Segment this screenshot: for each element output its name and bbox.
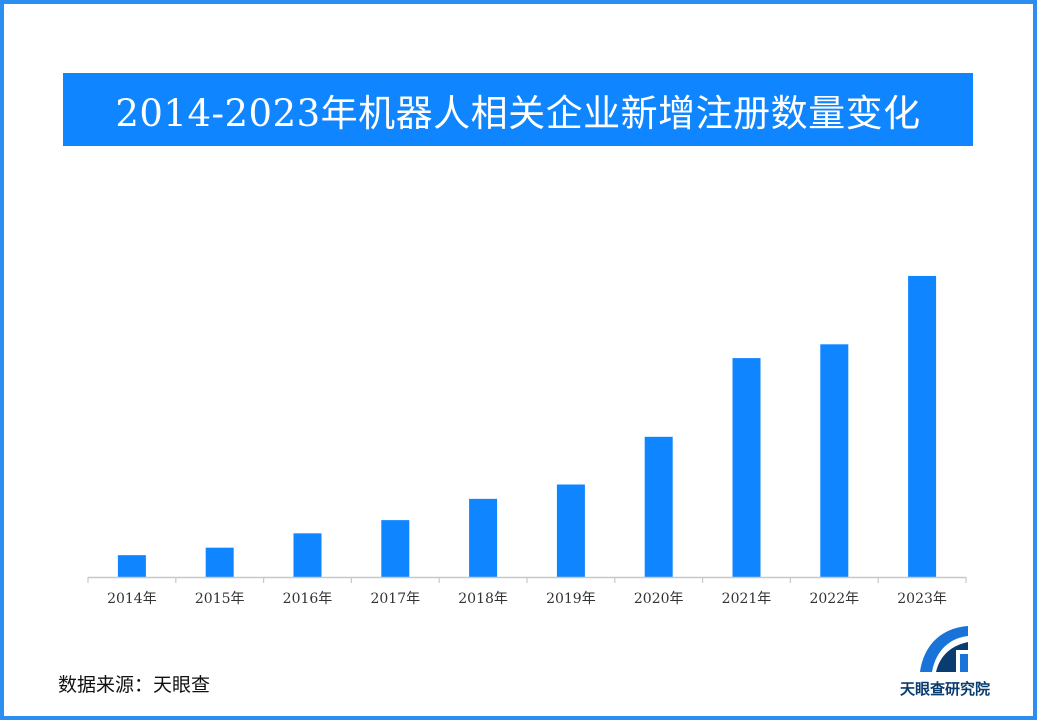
data-source-note: 数据来源：天眼查 bbox=[58, 674, 211, 696]
bars-group bbox=[117, 275, 937, 577]
bar-3 bbox=[293, 533, 322, 577]
bar-9 bbox=[820, 344, 849, 577]
x-axis-ticks bbox=[87, 577, 967, 583]
x-tick-label: 2020年 bbox=[634, 591, 684, 607]
x-tick-label: 2023年 bbox=[897, 591, 947, 607]
x-tick-label: 2016年 bbox=[283, 591, 333, 607]
x-tick-label: 2018年 bbox=[458, 591, 508, 607]
x-tick-label: 2022年 bbox=[809, 591, 859, 607]
logo-text: 天眼查研究院 bbox=[899, 680, 990, 698]
x-tick-label: 2015年 bbox=[195, 591, 245, 607]
bar-7 bbox=[644, 436, 673, 577]
bar-4 bbox=[381, 520, 410, 577]
bar-1 bbox=[117, 555, 146, 577]
chart-title: 2014-2023年机器人相关企业新增注册数量变化 bbox=[115, 91, 921, 135]
tianyancha-logo: 天眼查研究院 bbox=[890, 622, 1000, 702]
bar-2 bbox=[205, 547, 234, 577]
bar-5 bbox=[469, 498, 498, 577]
x-tick-label: 2021年 bbox=[722, 591, 772, 607]
x-tick-label: 2017年 bbox=[370, 591, 420, 607]
x-tick-label: 2014年 bbox=[107, 591, 157, 607]
tianyancha-logo-icon bbox=[920, 626, 968, 672]
x-axis-tick-labels: 2014年 2015年 2016年 2017年 2018年 2019年 2020年 2021年… bbox=[107, 591, 947, 607]
bar-10 bbox=[908, 275, 937, 577]
bar-6 bbox=[556, 484, 585, 577]
x-tick-label: 2019年 bbox=[546, 591, 596, 607]
title-banner: 2014-2023年机器人相关企业新增注册数量变化 bbox=[63, 73, 973, 146]
bar-8 bbox=[732, 358, 761, 577]
